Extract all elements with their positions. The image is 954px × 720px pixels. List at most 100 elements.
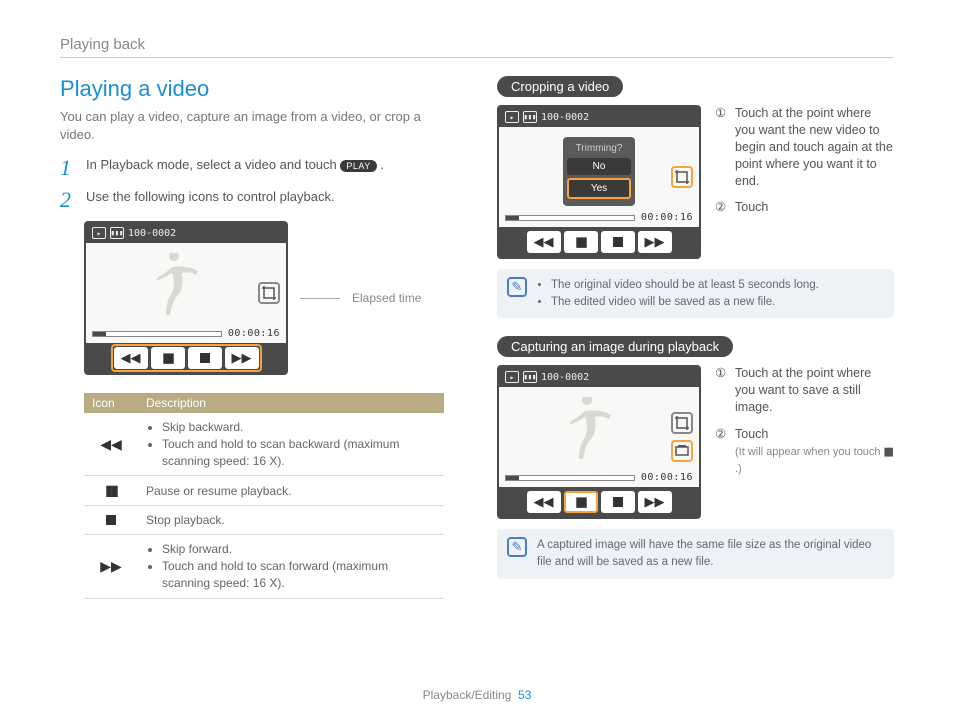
trimming-title: Trimming? bbox=[567, 141, 631, 158]
skip-forward-button[interactable]: ▶▶ bbox=[638, 231, 672, 253]
row1-bullet1: Skip backward. bbox=[162, 419, 436, 436]
row3-text: Stop playback. bbox=[138, 506, 444, 535]
file-label: 100-0002 bbox=[541, 372, 589, 383]
crop-note-2: The edited video will be saved as a new … bbox=[551, 294, 819, 311]
file-label: 100-0002 bbox=[128, 228, 176, 239]
table-row: ▶▶ Skip forward. Touch and hold to scan … bbox=[84, 535, 444, 598]
player-preview-row: ▸ ▮▮▮ 100-0002 00:00:16 bbox=[60, 221, 457, 375]
player-screen: ▸ ▮▮▮ 100-0002 00:00:16 bbox=[84, 221, 288, 375]
elapsed-time: 00:00:16 bbox=[641, 472, 693, 483]
circled-2-icon: ② bbox=[715, 199, 729, 216]
table-row: ▮▮ Pause or resume playback. bbox=[84, 476, 444, 506]
note-icon: ✎ bbox=[507, 277, 527, 297]
skip-forward-button[interactable]: ▶▶ bbox=[225, 347, 259, 369]
dancer-silhouette-icon bbox=[557, 397, 627, 477]
crop-icon bbox=[671, 412, 693, 434]
capture-screen: ▸ ▮▮▮ 100-0002 bbox=[497, 365, 701, 519]
capturing-heading: Capturing an image during playback bbox=[497, 336, 733, 357]
left-column: Playing a video You can play a video, ca… bbox=[60, 76, 457, 599]
capture-row: ▸ ▮▮▮ 100-0002 bbox=[497, 365, 894, 519]
row4-bullet1: Skip forward. bbox=[162, 541, 436, 558]
trim-yes-button[interactable]: Yes bbox=[567, 178, 631, 199]
note-icon: ✎ bbox=[507, 537, 527, 557]
th-icon: Icon bbox=[84, 393, 138, 413]
battery-icon: ▮▮▮ bbox=[523, 371, 537, 383]
step-1-text-a: In Playback mode, select a video and tou… bbox=[86, 157, 340, 172]
capture-annot-2: ② Touch (It will appear when you touch ▮… bbox=[715, 426, 894, 477]
trimming-dialog: Trimming? No Yes bbox=[563, 137, 635, 206]
pause-icon: ▮▮ bbox=[84, 476, 138, 506]
row4-bullet2: Touch and hold to scan forward (maximum … bbox=[162, 558, 436, 592]
step-2: 2 Use the following icons to control pla… bbox=[60, 189, 457, 211]
stop-button[interactable] bbox=[601, 231, 635, 253]
battery-icon: ▮▮▮ bbox=[523, 111, 537, 123]
row2-text: Pause or resume playback. bbox=[138, 476, 444, 506]
crop-annot-1: ① Touch at the point where you want the … bbox=[715, 105, 894, 189]
step-1: 1 In Playback mode, select a video and t… bbox=[60, 157, 457, 179]
right-column: Cropping a video ▸ ▮▮▮ 100-0002 Trimming… bbox=[497, 76, 894, 599]
crop-note-1: The original video should be at least 5 … bbox=[551, 277, 819, 294]
page-footer: Playback/Editing 53 bbox=[0, 688, 954, 702]
table-row: Stop playback. bbox=[84, 506, 444, 535]
cropping-row: ▸ ▮▮▮ 100-0002 Trimming? No Yes bbox=[497, 105, 894, 259]
page-title: Playing a video bbox=[60, 76, 457, 102]
section-header: Playing back bbox=[60, 36, 894, 58]
content-columns: Playing a video You can play a video, ca… bbox=[60, 76, 894, 599]
footer-section: Playback/Editing bbox=[423, 688, 512, 702]
th-desc: Description bbox=[138, 393, 444, 413]
screen-content: 00:00:16 bbox=[86, 243, 286, 343]
stop-button[interactable] bbox=[188, 347, 222, 369]
intro-text: You can play a video, capture an image f… bbox=[60, 108, 457, 143]
cropping-heading: Cropping a video bbox=[497, 76, 623, 97]
step-number-1: 1 bbox=[60, 157, 76, 179]
capture-frame-icon[interactable] bbox=[671, 440, 693, 462]
skip-back-icon: ◀◀ bbox=[84, 413, 138, 476]
crop-icon bbox=[258, 282, 280, 304]
pause-button[interactable]: ▮▮ bbox=[564, 491, 598, 513]
circled-1-icon: ① bbox=[715, 105, 729, 189]
circled-2-icon: ② bbox=[715, 426, 729, 477]
play-mode-icon: ▸ bbox=[505, 371, 519, 383]
skip-back-button[interactable]: ◀◀ bbox=[527, 491, 561, 513]
elapsed-time: 00:00:16 bbox=[641, 212, 693, 223]
footer-page-number: 53 bbox=[518, 688, 531, 702]
progress-bar[interactable] bbox=[505, 475, 635, 481]
play-pill-icon: PLAY bbox=[340, 160, 376, 172]
play-mode-icon: ▸ bbox=[92, 227, 106, 239]
elapsed-time: 00:00:16 bbox=[228, 328, 280, 339]
file-label: 100-0002 bbox=[541, 112, 589, 123]
dancer-silhouette-icon bbox=[144, 253, 214, 333]
capture-note-text: A captured image will have the same file… bbox=[537, 537, 884, 570]
circled-1-icon: ① bbox=[715, 365, 729, 416]
trim-no-button[interactable]: No bbox=[567, 158, 631, 175]
crop-screen: ▸ ▮▮▮ 100-0002 Trimming? No Yes bbox=[497, 105, 701, 259]
table-row: ◀◀ Skip backward. Touch and hold to scan… bbox=[84, 413, 444, 476]
progress-bar[interactable] bbox=[505, 215, 635, 221]
stop-icon bbox=[84, 506, 138, 535]
skip-back-button[interactable]: ◀◀ bbox=[114, 347, 148, 369]
capture-note-box: ✎ A captured image will have the same fi… bbox=[497, 529, 894, 578]
step-1-text-b: . bbox=[380, 157, 384, 172]
crop-note-box: ✎ The original video should be at least … bbox=[497, 269, 894, 318]
crop-annot-2: ② Touch bbox=[715, 199, 894, 216]
skip-back-button[interactable]: ◀◀ bbox=[527, 231, 561, 253]
crop-icon[interactable] bbox=[671, 166, 693, 188]
controls-table: Icon Description ◀◀ Skip backward. Touch… bbox=[84, 393, 444, 599]
player-controls: ◀◀ ▮▮ ▶▶ bbox=[86, 343, 286, 373]
step-2-text: Use the following icons to control playb… bbox=[86, 189, 335, 211]
skip-forward-icon: ▶▶ bbox=[84, 535, 138, 598]
leader-line bbox=[300, 298, 340, 299]
controls-highlight: ◀◀ ▮▮ ▶▶ bbox=[111, 344, 262, 372]
skip-forward-button[interactable]: ▶▶ bbox=[638, 491, 672, 513]
play-mode-icon: ▸ bbox=[505, 111, 519, 123]
stop-button[interactable] bbox=[601, 491, 635, 513]
row1-bullet2: Touch and hold to scan backward (maximum… bbox=[162, 436, 436, 470]
progress-row: 00:00:16 bbox=[92, 328, 280, 339]
progress-bar[interactable] bbox=[92, 331, 222, 337]
screen-topbar: ▸ ▮▮▮ 100-0002 bbox=[86, 223, 286, 243]
pause-button[interactable]: ▮▮ bbox=[151, 347, 185, 369]
pause-button[interactable]: ▮▮ bbox=[564, 231, 598, 253]
elapsed-time-label: Elapsed time bbox=[352, 291, 421, 305]
battery-icon: ▮▮▮ bbox=[110, 227, 124, 239]
capture-annot-1: ① Touch at the point where you want to s… bbox=[715, 365, 894, 416]
